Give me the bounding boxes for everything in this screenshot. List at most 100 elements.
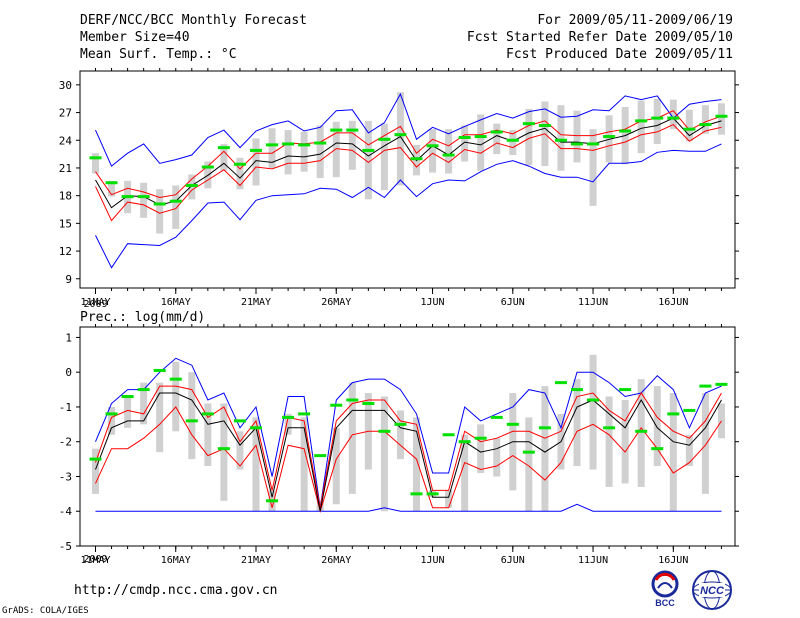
temp-observed-marker [587, 142, 600, 146]
temp-observed-marker [394, 133, 407, 137]
temp-y-tick-label: 15 [59, 217, 72, 230]
temp-x-tick-label: 16MAY [161, 297, 191, 308]
prec-observed-marker [571, 388, 583, 392]
prec-spread-box [204, 403, 212, 467]
prec-spread-box [92, 448, 99, 494]
temp-spread-box [172, 185, 180, 229]
temp-spread-box [140, 182, 148, 218]
temp-spread-box [268, 128, 276, 168]
prec-observed-marker [474, 436, 487, 440]
prec-x-tick-label: 11MAY [80, 555, 110, 566]
prec-y-tick-label: -3 [59, 470, 72, 483]
temp-observed-marker [250, 148, 262, 152]
prec-observed-marker [667, 412, 680, 416]
temp-spread-box [252, 138, 260, 186]
prec-frame [79, 326, 736, 547]
temp-observed-marker [346, 128, 359, 132]
prec-y-tick-label: -1 [59, 401, 72, 414]
temp-spread-box [332, 121, 340, 178]
temp-observed-marker [169, 199, 182, 203]
temp-spread-box [108, 180, 116, 197]
prec-spread-box [140, 382, 148, 425]
temp-observed-marker [314, 141, 327, 145]
prec-observed-marker [442, 433, 455, 437]
prec-year-label: 2009 [83, 554, 107, 565]
header-title: DERF/NCC/BCC Monthly Forecast [80, 13, 307, 28]
temp-spread-box [220, 143, 228, 171]
prec-x-tick-label: 11JUN [578, 555, 608, 566]
temp-y-tick-label: 12 [59, 245, 72, 258]
temp-observed-marker [667, 116, 680, 120]
prec-spread-box [156, 382, 164, 453]
prec-spread-box [108, 406, 116, 435]
temp-spread-box [509, 130, 517, 156]
temp-observed-marker [571, 142, 583, 146]
prec-spread-box [653, 386, 661, 467]
temp-x-tick-label: 1JUN [421, 297, 445, 308]
temp-observed-marker [282, 142, 295, 146]
prec-spread-box [236, 431, 244, 470]
prec-observed-marker [185, 419, 198, 423]
temp-mean-line [95, 117, 722, 209]
prec-lower-line [95, 406, 722, 514]
temp-spread-box [493, 123, 501, 155]
temp-x-tick-label: 11MAY [80, 297, 110, 308]
prec-x-tick-label: 26MAY [321, 555, 351, 566]
temp-observed-marker [506, 138, 519, 142]
prec-x-tick-label: 21MAY [241, 555, 271, 566]
temp-observed-marker [330, 128, 343, 132]
prec-observed-marker [346, 398, 359, 402]
prec-spread-box [605, 396, 613, 487]
temp-observed-marker [266, 143, 279, 147]
header-member-size: Member Size=40 [80, 30, 190, 45]
prec-x-tick-label: 16JUN [658, 555, 688, 566]
temp-observed-marker [362, 148, 375, 152]
header-variable-temp: Mean Surf. Temp.: °C [80, 47, 237, 62]
temp-observed-marker [201, 165, 214, 169]
prec-spread-box [493, 438, 501, 477]
temp-observed-marker [105, 181, 118, 185]
prec-y-tick-label: -2 [59, 436, 72, 449]
prec-observed-marker [121, 395, 134, 399]
temp-spread-box [284, 130, 292, 175]
temp-observed-marker [137, 195, 150, 199]
temp-observed-marker [410, 157, 423, 161]
prec-spread-box [525, 417, 533, 512]
footer-url[interactable]: http://cmdp.ncc.cma.gov.cn [74, 583, 278, 598]
temp-spread-box [669, 99, 677, 130]
header-period: For 2009/05/11-2009/06/19 [537, 13, 733, 28]
temp-observed-marker [619, 129, 632, 133]
temp-x-tick-label: 26MAY [321, 297, 351, 308]
prec-observed-marker [137, 388, 150, 392]
prec-observed-marker [587, 398, 600, 402]
prec-observed-marker [378, 429, 391, 433]
temp-y-tick-label: 21 [59, 162, 72, 175]
prec-observed-marker [298, 412, 311, 416]
prec-x-tick-label: 6JUN [501, 555, 525, 566]
prec-spread-box [621, 400, 629, 484]
header-start-date: Fcst Started Refer Date 2009/05/10 [466, 30, 733, 45]
prec-spread-box [252, 417, 260, 512]
temp-observed-marker [298, 143, 311, 147]
temp-observed-marker [233, 162, 246, 166]
prec-upper-line [95, 385, 722, 508]
prec-spread-box [573, 379, 581, 467]
temp-spread-box [557, 105, 565, 171]
prec-spread-box [717, 403, 725, 439]
prec-spread-box [701, 393, 709, 494]
prec-spread-box [589, 354, 597, 470]
temp-spread-box [380, 123, 388, 191]
temp-spread-box [701, 105, 709, 134]
header-produced-date: Fcst Produced Date 2009/05/11 [506, 47, 733, 62]
temp-max-line [95, 92, 722, 167]
prec-y-tick-label: 1 [65, 331, 72, 344]
prec-observed-marker [635, 429, 648, 433]
temp-observed-marker [442, 153, 455, 157]
temp-min-line [95, 143, 722, 269]
prec-observed-marker [554, 381, 567, 385]
temp-spread-box [364, 120, 372, 200]
temp-spread-box [445, 129, 453, 174]
temp-observed-marker [635, 119, 648, 123]
temp-year-label: 2009 [83, 299, 107, 310]
prec-spread-box [541, 386, 549, 512]
